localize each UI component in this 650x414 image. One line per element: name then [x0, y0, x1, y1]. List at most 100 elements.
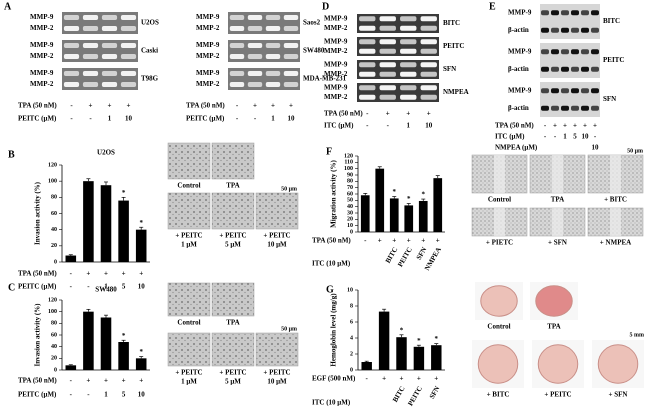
- band: [265, 43, 281, 48]
- blot-name: SFN: [443, 65, 456, 73]
- condition-value: 1: [563, 133, 567, 141]
- band: [379, 16, 396, 22]
- band-label: MMP-9: [324, 60, 348, 68]
- band-label: MMP-2: [324, 47, 348, 55]
- panel-letter: F: [326, 146, 332, 157]
- condition-value: -: [87, 391, 90, 399]
- condition-value: -: [544, 133, 547, 141]
- band: [120, 26, 137, 31]
- condition-label: ITC (μM): [324, 122, 354, 130]
- band: [359, 48, 376, 54]
- band: [265, 82, 281, 87]
- y-tick-label: 10: [347, 287, 353, 293]
- blot: [540, 82, 600, 117]
- condition-value: +: [86, 377, 90, 385]
- y-tick-label: 120: [48, 162, 57, 168]
- band: [359, 16, 376, 22]
- micrograph: [211, 192, 255, 230]
- wound-gap: [552, 155, 563, 193]
- significance-mark: *: [122, 332, 126, 340]
- condition-value: -: [70, 270, 73, 278]
- image-caption: + PEITC: [544, 391, 571, 399]
- image-caption: TPA: [226, 319, 239, 327]
- band: [379, 85, 396, 91]
- band: [581, 66, 589, 72]
- blot-name: BITC: [443, 19, 460, 27]
- image-caption: Control: [177, 319, 200, 327]
- band: [420, 39, 437, 45]
- band-label: β-actin: [508, 26, 529, 34]
- condition-value: -: [544, 122, 547, 130]
- band: [101, 82, 118, 87]
- condition-value: +: [122, 270, 126, 278]
- y-axis-label: Hemoglobin level (mg/g): [330, 293, 338, 367]
- image-caption: + NMPEA: [600, 239, 631, 247]
- band: [561, 27, 569, 33]
- condition-value: -: [366, 110, 369, 118]
- band: [581, 10, 589, 16]
- condition-value: -: [594, 133, 597, 141]
- scale-bar-label: 5 mm: [630, 332, 645, 338]
- y-tick-label: 40: [51, 344, 57, 350]
- band-label: β-actin: [508, 104, 529, 112]
- image-caption: 10 μM: [267, 241, 287, 249]
- micrograph: [167, 192, 211, 230]
- condition-value: +: [593, 122, 597, 130]
- band-label: MMP-9: [30, 13, 54, 21]
- bar: [118, 342, 129, 370]
- condition-value: 5: [122, 391, 126, 399]
- blot-name: MDA-MB-231: [303, 75, 347, 83]
- band: [359, 71, 376, 77]
- condition-value: +: [573, 122, 577, 130]
- y-tick-label: 0: [350, 367, 353, 373]
- band: [400, 94, 417, 100]
- band: [571, 66, 579, 72]
- condition-value: -: [364, 237, 367, 245]
- band: [581, 88, 589, 94]
- bar: [378, 311, 390, 370]
- bar: [100, 317, 112, 370]
- band: [120, 54, 137, 59]
- band: [283, 43, 299, 48]
- condition-value: -: [70, 115, 73, 123]
- band: [359, 39, 376, 45]
- y-tick-label: 20: [51, 356, 57, 362]
- condition-value: 10: [582, 133, 590, 141]
- band-label: MMP-2: [324, 93, 348, 101]
- condition-label: EGF (500 nM): [312, 375, 356, 383]
- condition-value: +: [104, 377, 108, 385]
- band: [551, 88, 559, 94]
- wound-gap: [552, 208, 563, 236]
- condition-value: -: [70, 102, 73, 110]
- condition-label: TPA (50 nM): [312, 237, 351, 245]
- band-label: MMP-2: [30, 80, 54, 88]
- condition-value: 1: [108, 115, 112, 123]
- tissue: [537, 344, 579, 384]
- band: [591, 66, 599, 72]
- condition-value: 1: [271, 115, 275, 123]
- band: [247, 82, 263, 87]
- condition-value: BITC: [391, 385, 406, 404]
- band: [420, 94, 437, 100]
- condition-value: -: [70, 283, 73, 291]
- y-tick-label: 100: [344, 166, 353, 172]
- bar: [361, 362, 372, 370]
- blot: [62, 40, 138, 62]
- wound-gap: [610, 208, 621, 236]
- scale-bar-label: 50 μm: [627, 148, 643, 154]
- condition-value: -: [366, 122, 369, 130]
- band: [82, 15, 99, 20]
- band: [82, 54, 99, 59]
- micrograph: [211, 332, 255, 367]
- image-caption: Control: [488, 196, 511, 204]
- image-caption: + PEITC: [263, 232, 290, 240]
- band: [247, 43, 263, 48]
- condition-value: +: [421, 237, 425, 245]
- panel-letter: C: [8, 282, 15, 293]
- band: [63, 71, 80, 76]
- blot-name: BITC: [603, 17, 620, 25]
- bar: [83, 181, 94, 262]
- band: [591, 88, 599, 94]
- y-tick-label: 60: [51, 332, 57, 338]
- condition-label: ITC (μM): [495, 133, 525, 141]
